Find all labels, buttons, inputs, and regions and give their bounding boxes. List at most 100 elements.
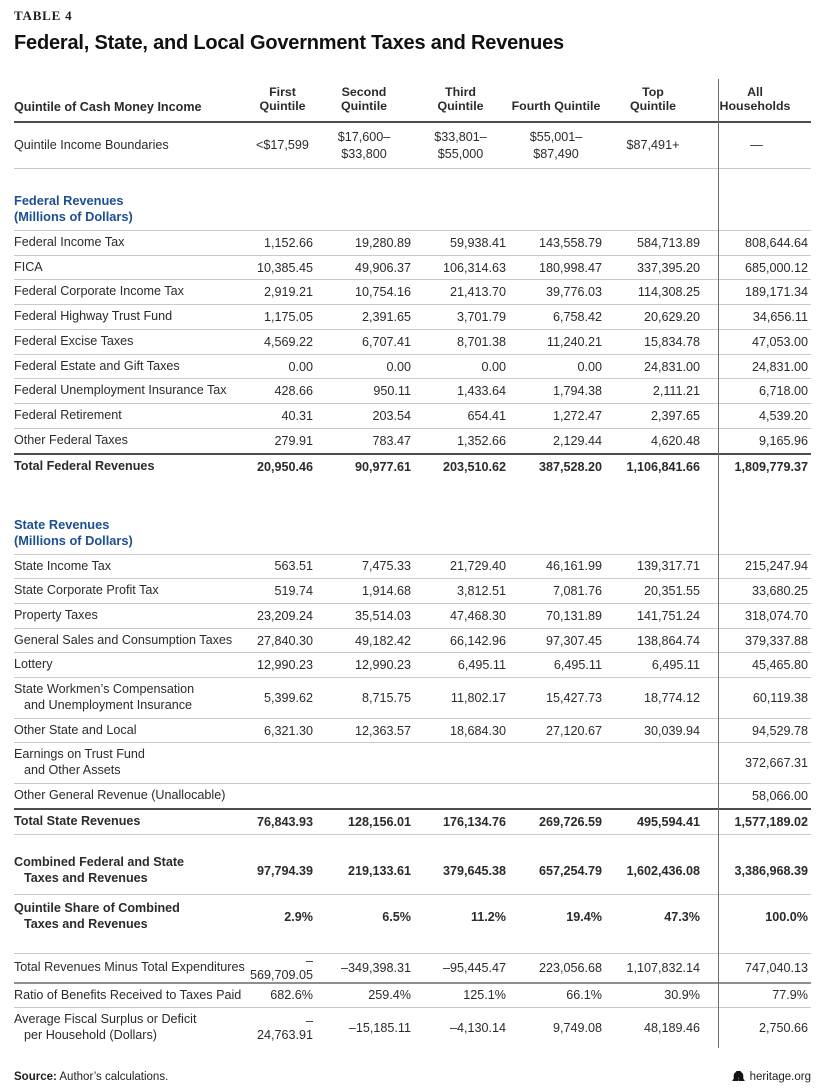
table-row: State Corporate Profit Tax 519.74 1,914.68… [14, 578, 811, 603]
cell-value: 21,729.40 [449, 559, 506, 574]
column-header-row: Quintile of Cash Money Income First Quint… [14, 79, 811, 123]
cell-value: 0.00 [288, 359, 313, 374]
row-label: General Sales and Consumption Taxes [14, 632, 233, 647]
cell-value: 379,645.38 [442, 863, 506, 878]
row-label: Total Federal Revenues [14, 459, 155, 474]
cell-value: 30,039.94 [643, 723, 700, 738]
cell-value: 58,066.00 [751, 788, 808, 803]
row-label: Federal Income Tax [14, 234, 125, 249]
cell-value: 215,247.94 [744, 559, 808, 574]
cell-value: –95,445.47 [442, 960, 506, 975]
cell-value: 4,539.20 [758, 408, 808, 423]
cell-value: 47.3% [664, 910, 700, 925]
cell-value: 6,758.42 [552, 310, 602, 325]
cell-value: 8,701.38 [456, 334, 506, 349]
cell-value: 70,131.89 [545, 608, 602, 623]
cell-value: 387,528.20 [538, 460, 602, 475]
row-label: Federal Excise Taxes [14, 333, 134, 348]
column-header: All Households [719, 84, 791, 114]
cell-value: 125.1% [463, 988, 506, 1003]
cell-value: 495,594.41 [636, 814, 700, 829]
cell-value: 1,106,841.66 [626, 460, 700, 475]
section-header-row: State Revenues (Millions of Dollars) [14, 493, 811, 554]
cell-value: $87,491+ [626, 138, 680, 153]
cell-value: 97,794.39 [256, 863, 313, 878]
row-label: Ratio of Benefits Received to Taxes Paid [14, 987, 242, 1002]
table-row: Quintile Income Boundaries <$17,599 $17,60… [14, 123, 811, 169]
cell-value: 1,107,832.14 [626, 960, 700, 975]
cell-value: 90,977.61 [354, 460, 411, 475]
cell-value: 1,175.05 [263, 310, 313, 325]
cell-value: 34,656.11 [752, 310, 808, 325]
cell-value: 654.41 [467, 408, 506, 423]
cell-value: 15,834.78 [643, 334, 700, 349]
cell-value: 3,812.51 [456, 584, 506, 599]
cell-value: 0.00 [577, 359, 602, 374]
cell-value: 9,749.08 [552, 1021, 602, 1036]
cell-value: 1,809,779.37 [734, 460, 808, 475]
row-label: Federal Unemployment Insurance Tax [14, 383, 227, 398]
source-label: Source: [14, 1070, 57, 1083]
total-row: Total State Revenues 76,843.93 128,156.01 1… [14, 807, 811, 835]
table-row: General Sales and Consumption Taxes 27,84… [14, 627, 811, 653]
column-header: First Quintile [259, 84, 306, 114]
cell-value: 6,495.11 [553, 658, 602, 673]
cell-value: 47,468.30 [449, 608, 506, 623]
table-row: Other Federal Taxes 279.91 783.47 1,352.66 2… [14, 427, 811, 453]
cell-value: 2,111.21 [652, 384, 700, 399]
cell-value: 20,351.55 [643, 584, 700, 599]
cell-value: 77.9% [772, 988, 808, 1003]
cell-value: 337,395.20 [636, 260, 700, 275]
row-label: Quintile Income Boundaries [14, 137, 169, 152]
cell-value: 138,864.74 [636, 633, 700, 648]
total-row: Total Federal Revenues 20,950.46 90,977.61… [14, 452, 811, 480]
heritage-brand: heritage.org [732, 1070, 811, 1083]
cell-value: 100.0% [765, 910, 808, 925]
cell-value: 12,990.23 [354, 658, 411, 673]
cell-value: 2,391.65 [361, 310, 411, 325]
source-note: Source: Author’s calculations. [14, 1071, 168, 1083]
cell-value: 15,427.73 [545, 690, 602, 705]
cell-value: 24,831.00 [751, 359, 808, 374]
row-label: Quintile Share of Combined Taxes and Rev… [14, 901, 180, 932]
cell-value: 685,000.12 [744, 260, 808, 275]
cell-value: 114,308.25 [637, 285, 700, 300]
cell-value: 176,134.76 [442, 814, 506, 829]
cell-value: 94,529.78 [751, 723, 808, 738]
cell-value: 11,240.21 [546, 334, 602, 349]
cell-value: 12,990.23 [256, 658, 313, 673]
cell-value: 584,713.89 [636, 235, 700, 250]
row-label: FICA [14, 259, 43, 274]
cell-value: 7,081.76 [552, 584, 602, 599]
cell-value: 76,843.93 [256, 814, 313, 829]
cell-value: 10,754.16 [354, 285, 411, 300]
cell-value: 2,750.66 [758, 1021, 808, 1036]
data-table: Quintile of Cash Money Income First Quint… [14, 79, 811, 1048]
row-label: State Revenues (Millions of Dollars) [14, 516, 133, 548]
cell-value: 318,074.70 [744, 608, 808, 623]
cell-value: 1,152.66 [263, 235, 313, 250]
spacer-row [14, 835, 811, 848]
row-label: Federal Corporate Income Tax [14, 284, 184, 299]
spacer-row [14, 480, 811, 493]
cell-value: $55,001– $87,490 [529, 130, 583, 161]
cell-value: –24,763.91 [256, 1014, 313, 1043]
column-divider-line [718, 79, 719, 1048]
cell-value: 59,938.41 [449, 235, 506, 250]
table-row: Federal Excise Taxes 4,569.22 6,707.41 8,70… [14, 328, 811, 354]
cell-value: 269,726.59 [538, 814, 602, 829]
cell-value: 372,667.31 [744, 756, 808, 771]
cell-value: 4,569.22 [263, 334, 313, 349]
cell-value: 30.9% [664, 988, 700, 1003]
cell-value: 19.4% [566, 910, 602, 925]
cell-value: 950.11 [373, 384, 411, 399]
section-header-row: Federal Revenues (Millions of Dollars) [14, 169, 811, 230]
cell-value: 3,701.79 [456, 310, 506, 325]
cell-value: 2,397.65 [650, 408, 700, 423]
cell-value: 279.91 [274, 433, 313, 448]
cell-value: 180,998.47 [538, 260, 602, 275]
row-label: Federal Revenues (Millions of Dollars) [14, 193, 133, 224]
cell-value: 27,840.30 [256, 633, 313, 648]
table-row: Property Taxes 23,209.24 35,514.03 47,468.3… [14, 603, 811, 628]
